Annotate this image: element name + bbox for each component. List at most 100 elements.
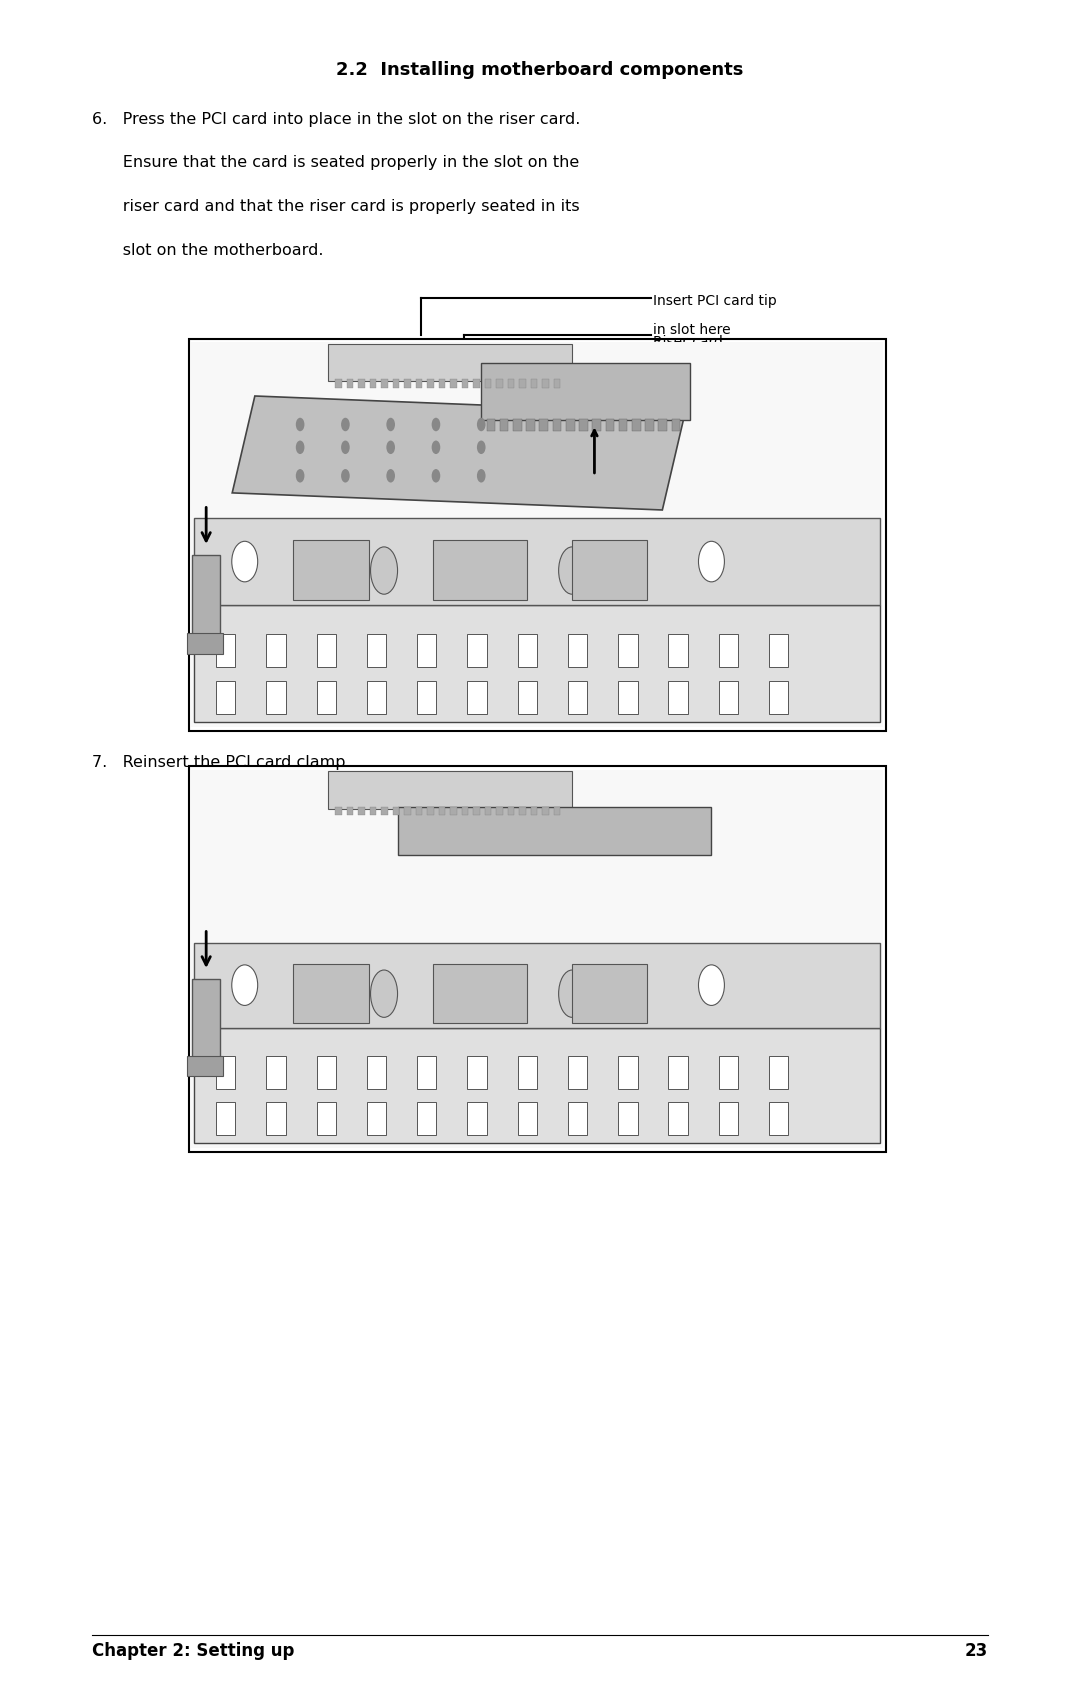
Circle shape bbox=[477, 470, 486, 483]
FancyBboxPatch shape bbox=[618, 1057, 637, 1089]
FancyBboxPatch shape bbox=[393, 380, 400, 388]
FancyBboxPatch shape bbox=[554, 380, 561, 388]
FancyBboxPatch shape bbox=[194, 942, 880, 1029]
FancyBboxPatch shape bbox=[718, 1057, 738, 1089]
FancyBboxPatch shape bbox=[517, 1057, 537, 1089]
FancyBboxPatch shape bbox=[267, 1103, 286, 1135]
FancyBboxPatch shape bbox=[216, 682, 235, 714]
FancyBboxPatch shape bbox=[187, 633, 224, 654]
FancyBboxPatch shape bbox=[769, 1057, 788, 1089]
FancyBboxPatch shape bbox=[191, 343, 883, 728]
FancyBboxPatch shape bbox=[417, 682, 436, 714]
Text: 7.   Reinsert the PCI card clamp.: 7. Reinsert the PCI card clamp. bbox=[92, 755, 350, 770]
FancyBboxPatch shape bbox=[462, 380, 469, 388]
FancyBboxPatch shape bbox=[416, 380, 422, 388]
Ellipse shape bbox=[558, 547, 585, 595]
FancyBboxPatch shape bbox=[316, 1057, 336, 1089]
Circle shape bbox=[296, 419, 305, 432]
FancyBboxPatch shape bbox=[450, 807, 457, 816]
FancyBboxPatch shape bbox=[294, 964, 368, 1024]
FancyBboxPatch shape bbox=[659, 419, 667, 431]
FancyBboxPatch shape bbox=[328, 345, 572, 382]
FancyBboxPatch shape bbox=[404, 807, 410, 816]
FancyBboxPatch shape bbox=[619, 419, 627, 431]
FancyBboxPatch shape bbox=[572, 540, 647, 601]
FancyBboxPatch shape bbox=[417, 1103, 436, 1135]
FancyBboxPatch shape bbox=[669, 635, 688, 669]
FancyBboxPatch shape bbox=[267, 1057, 286, 1089]
FancyBboxPatch shape bbox=[572, 964, 647, 1024]
FancyBboxPatch shape bbox=[672, 419, 680, 431]
FancyBboxPatch shape bbox=[267, 682, 286, 714]
Text: Chapter 2: Setting up: Chapter 2: Setting up bbox=[92, 1640, 294, 1659]
Ellipse shape bbox=[558, 971, 585, 1018]
FancyBboxPatch shape bbox=[519, 380, 526, 388]
FancyBboxPatch shape bbox=[428, 807, 434, 816]
Circle shape bbox=[387, 470, 395, 483]
FancyBboxPatch shape bbox=[519, 807, 526, 816]
FancyBboxPatch shape bbox=[417, 635, 436, 669]
FancyBboxPatch shape bbox=[187, 1056, 224, 1076]
Polygon shape bbox=[232, 397, 685, 510]
FancyBboxPatch shape bbox=[618, 682, 637, 714]
FancyBboxPatch shape bbox=[433, 540, 527, 601]
Circle shape bbox=[341, 419, 350, 432]
FancyBboxPatch shape bbox=[632, 419, 640, 431]
Circle shape bbox=[432, 441, 441, 454]
FancyBboxPatch shape bbox=[517, 1103, 537, 1135]
Text: riser card and that the riser card is properly seated in its: riser card and that the riser card is pr… bbox=[92, 199, 580, 215]
FancyBboxPatch shape bbox=[468, 682, 487, 714]
FancyBboxPatch shape bbox=[669, 682, 688, 714]
Circle shape bbox=[432, 470, 441, 483]
Circle shape bbox=[477, 419, 486, 432]
Circle shape bbox=[341, 441, 350, 454]
FancyBboxPatch shape bbox=[487, 419, 496, 431]
FancyBboxPatch shape bbox=[316, 635, 336, 669]
Circle shape bbox=[296, 470, 305, 483]
FancyBboxPatch shape bbox=[485, 807, 491, 816]
FancyBboxPatch shape bbox=[192, 980, 220, 1059]
Circle shape bbox=[341, 470, 350, 483]
FancyBboxPatch shape bbox=[473, 807, 480, 816]
FancyBboxPatch shape bbox=[194, 519, 880, 605]
FancyBboxPatch shape bbox=[367, 635, 387, 669]
FancyBboxPatch shape bbox=[508, 807, 514, 816]
FancyBboxPatch shape bbox=[568, 682, 588, 714]
FancyBboxPatch shape bbox=[669, 1057, 688, 1089]
FancyBboxPatch shape bbox=[769, 1103, 788, 1135]
FancyBboxPatch shape bbox=[369, 380, 376, 388]
FancyBboxPatch shape bbox=[568, 635, 588, 669]
FancyBboxPatch shape bbox=[542, 380, 549, 388]
Text: Insert PCI card tip: Insert PCI card tip bbox=[653, 294, 778, 307]
FancyBboxPatch shape bbox=[496, 807, 502, 816]
FancyBboxPatch shape bbox=[606, 419, 615, 431]
Text: 6.   Press the PCI card into place in the slot on the riser card.: 6. Press the PCI card into place in the … bbox=[92, 111, 580, 127]
FancyBboxPatch shape bbox=[416, 807, 422, 816]
FancyBboxPatch shape bbox=[316, 682, 336, 714]
FancyBboxPatch shape bbox=[335, 807, 341, 816]
Circle shape bbox=[477, 441, 486, 454]
Text: 23: 23 bbox=[964, 1640, 988, 1659]
FancyBboxPatch shape bbox=[540, 419, 549, 431]
FancyBboxPatch shape bbox=[579, 419, 588, 431]
FancyBboxPatch shape bbox=[189, 767, 886, 1152]
FancyBboxPatch shape bbox=[335, 380, 341, 388]
FancyBboxPatch shape bbox=[517, 635, 537, 669]
FancyBboxPatch shape bbox=[191, 770, 883, 1149]
FancyBboxPatch shape bbox=[438, 380, 445, 388]
FancyBboxPatch shape bbox=[568, 1057, 588, 1089]
FancyBboxPatch shape bbox=[367, 1057, 387, 1089]
FancyBboxPatch shape bbox=[381, 380, 388, 388]
FancyBboxPatch shape bbox=[468, 1103, 487, 1135]
FancyBboxPatch shape bbox=[381, 807, 388, 816]
FancyBboxPatch shape bbox=[359, 807, 365, 816]
FancyBboxPatch shape bbox=[669, 1103, 688, 1135]
FancyBboxPatch shape bbox=[718, 682, 738, 714]
FancyBboxPatch shape bbox=[618, 635, 637, 669]
Text: Riser card: Riser card bbox=[653, 334, 724, 348]
Ellipse shape bbox=[441, 547, 468, 595]
FancyBboxPatch shape bbox=[526, 419, 535, 431]
FancyBboxPatch shape bbox=[482, 365, 690, 421]
Text: slot on the motherboard.: slot on the motherboard. bbox=[92, 243, 323, 258]
FancyBboxPatch shape bbox=[404, 380, 410, 388]
